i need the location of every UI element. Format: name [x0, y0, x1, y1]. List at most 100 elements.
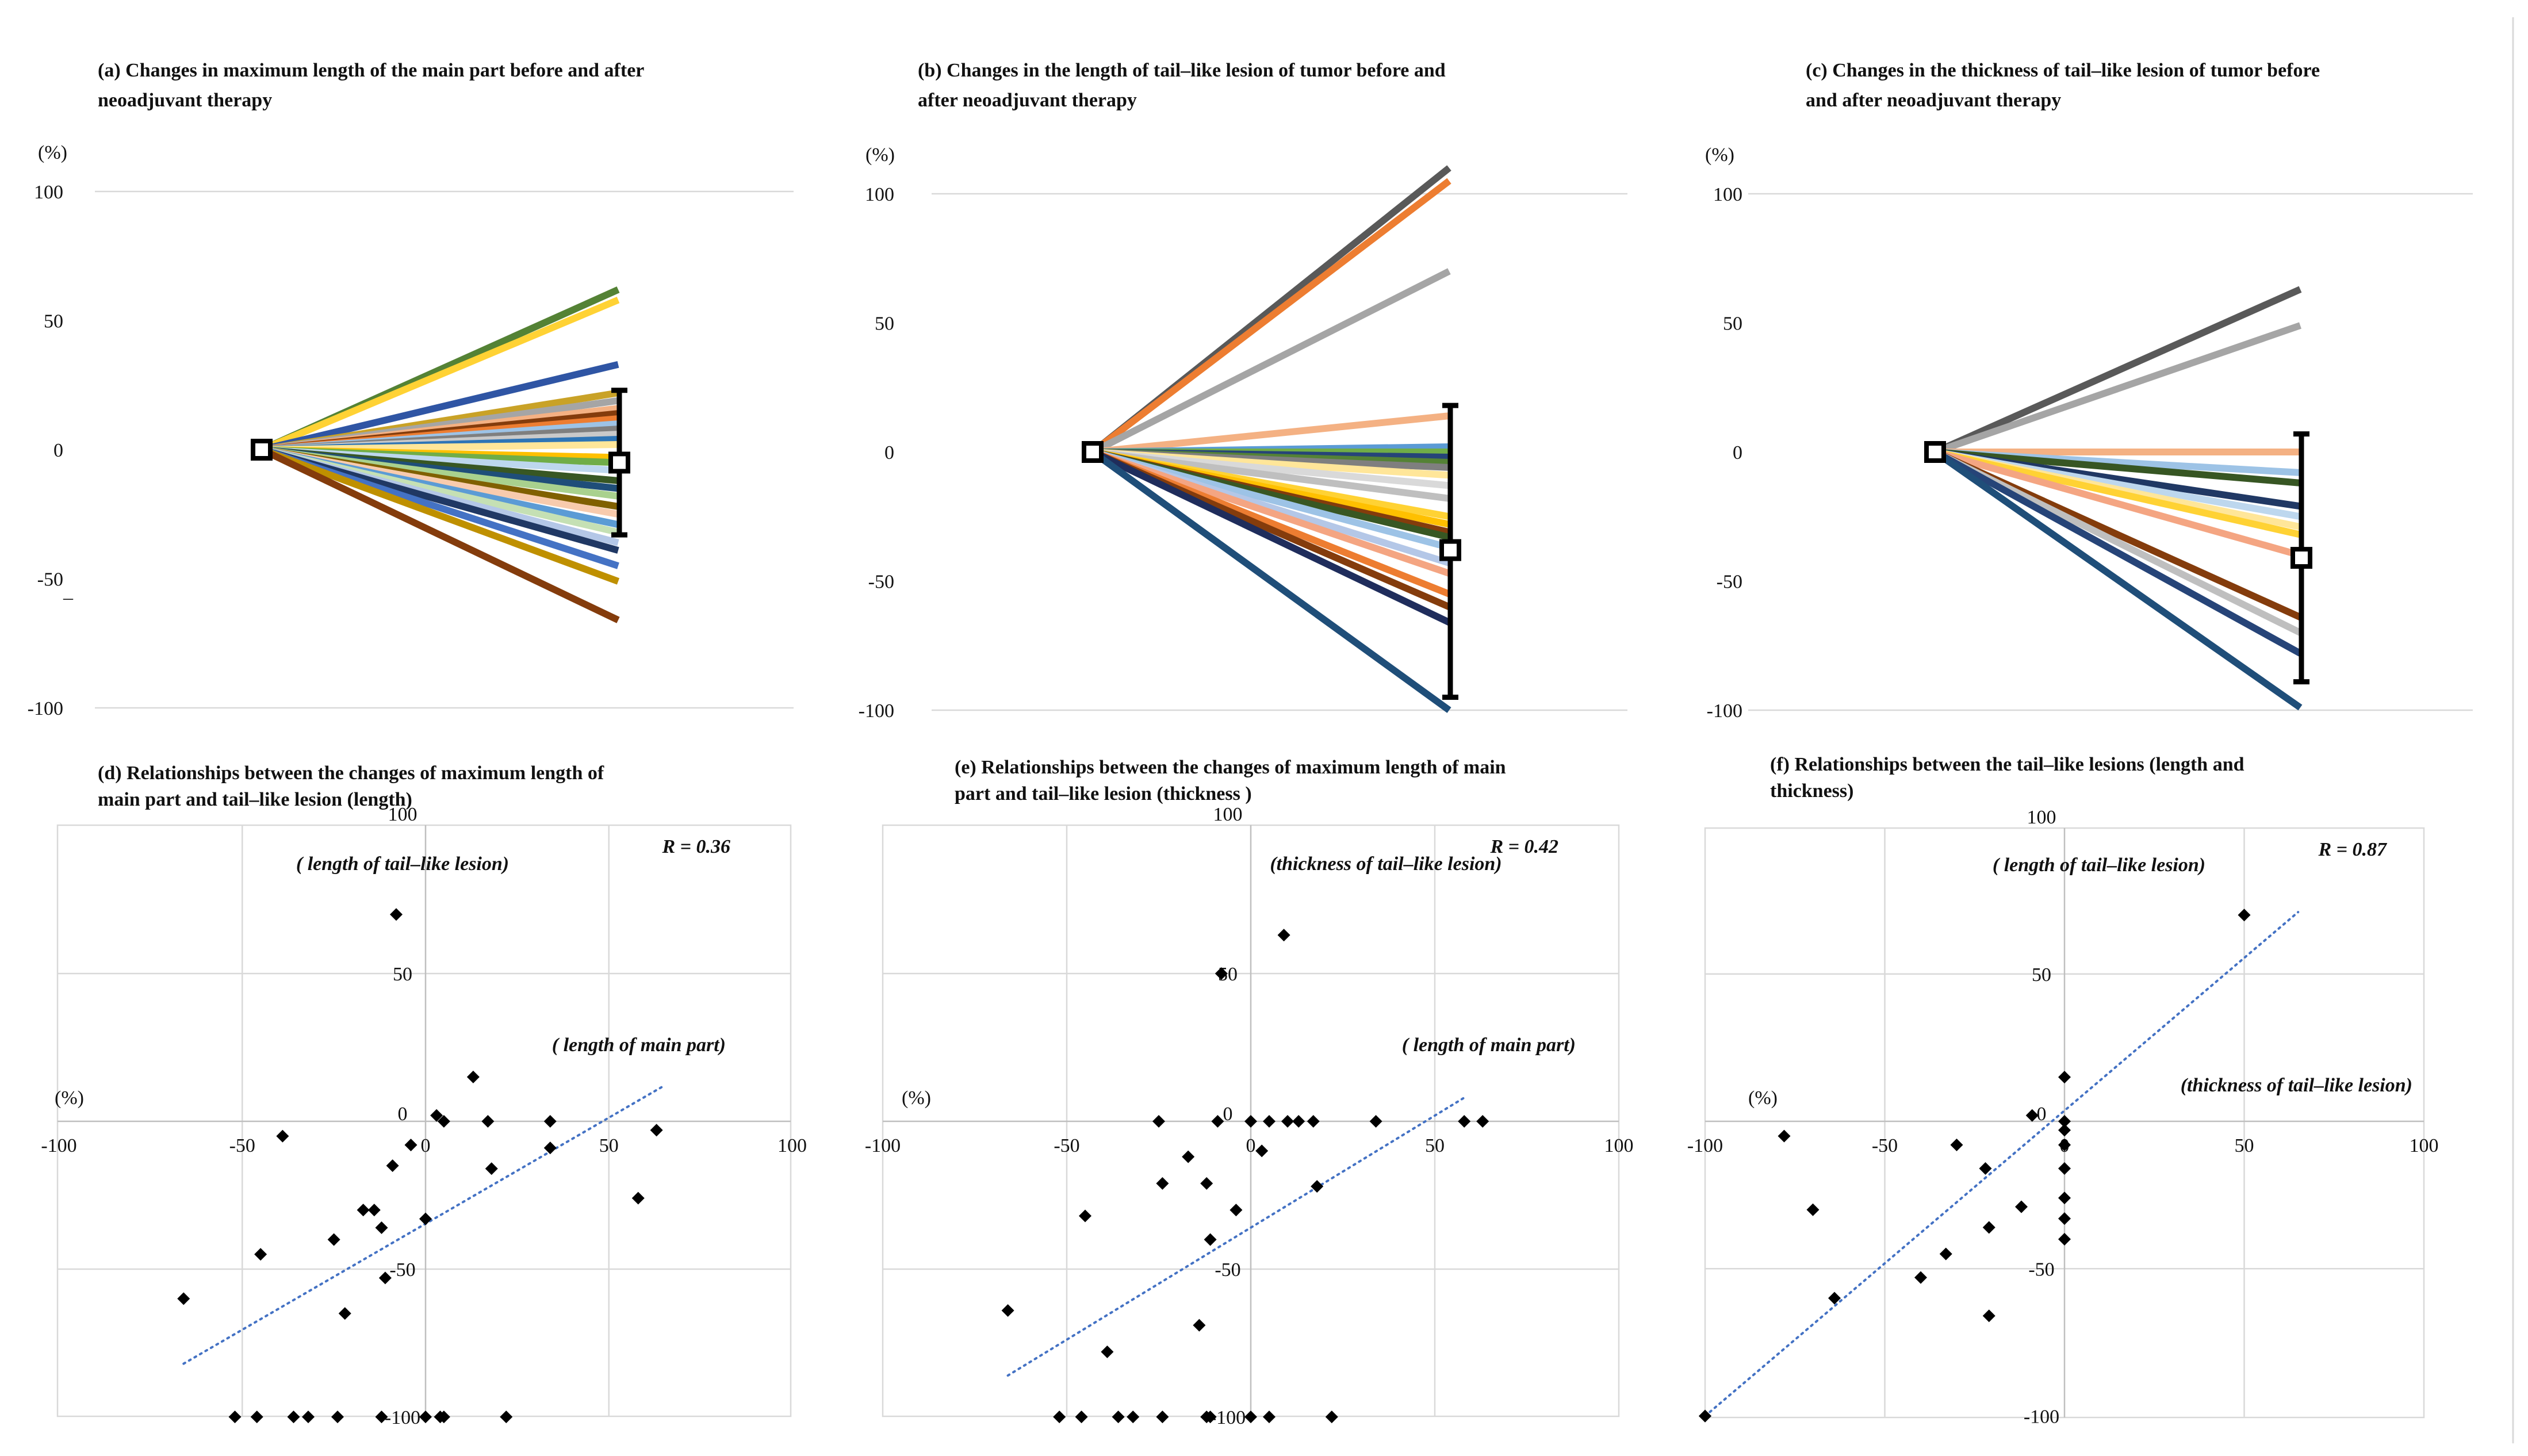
x-axis-label: ( length of main part) [1402, 1034, 1576, 1056]
chart-title-line: (b) Changes in the length of tail–like l… [918, 60, 1446, 81]
y-tick-label: 100 [34, 182, 63, 203]
series-line [1933, 449, 2302, 657]
chart-title-line: after neoadjuvant therapy [918, 90, 1137, 111]
y-tick-label: 100 [1213, 804, 1243, 825]
y-tick-label: -100 [1707, 700, 1742, 722]
y-tick-label: 50 [44, 311, 63, 332]
data-point [2058, 1124, 2071, 1137]
data-point [254, 1248, 267, 1261]
trend-line [1704, 911, 2300, 1417]
data-point [1369, 1115, 1382, 1128]
data-point [543, 1115, 557, 1128]
data-point [1311, 1180, 1324, 1193]
y-tick-label: -100 [2024, 1407, 2059, 1428]
y-tick-label: 50 [875, 313, 894, 335]
data-point [2058, 1233, 2071, 1246]
chart-title-line: and after neoadjuvant therapy [1806, 90, 2061, 111]
x-tick-label: -100 [1687, 1135, 1723, 1156]
x-tick-label: 100 [2410, 1135, 2439, 1156]
chart-title-line: (e) Relationships between the changes of… [955, 757, 1506, 778]
x-tick-label: 50 [2235, 1135, 2254, 1156]
data-point [419, 1212, 432, 1225]
y-tick-label: -100 [1210, 1407, 1246, 1428]
y-tick-label: 100 [2027, 807, 2056, 828]
y-tick-label: 50 [2032, 964, 2051, 986]
data-point [1699, 1409, 1711, 1423]
data-point [1193, 1319, 1206, 1332]
chart-e: (e) Relationships between the changes of… [865, 757, 1634, 1428]
r-value-label: R = 0.87 [2318, 839, 2388, 860]
data-point [1001, 1304, 1014, 1317]
data-point [357, 1204, 370, 1217]
y-tick-label: 100 [1713, 184, 1742, 205]
series-line [1092, 412, 1450, 455]
r-value-label: R = 0.42 [1489, 836, 1558, 857]
series-line [1933, 449, 2303, 711]
data-point [500, 1411, 513, 1423]
x-axis-label: ( length of main part) [552, 1034, 726, 1056]
unit-label: (%) [902, 1087, 931, 1109]
data-point [1939, 1247, 1952, 1260]
data-point [1255, 1144, 1269, 1158]
x-tick-label: 50 [599, 1135, 619, 1156]
data-point [378, 1271, 392, 1285]
series-line [1933, 286, 2302, 455]
y-tick-label: 0 [2037, 1104, 2047, 1125]
unit-label: (%) [1705, 144, 1734, 166]
data-point [2058, 1212, 2071, 1225]
data-point [1101, 1345, 1114, 1358]
data-point [1263, 1115, 1276, 1128]
data-point [1263, 1411, 1276, 1423]
data-point [1204, 1411, 1217, 1423]
data-point [437, 1115, 450, 1128]
data-point [1204, 1233, 1217, 1246]
data-point [481, 1115, 495, 1128]
data-point [631, 1191, 645, 1205]
y-tick-label: -100 [28, 698, 63, 719]
data-point [1277, 929, 1290, 942]
data-point [375, 1221, 388, 1235]
series-line [260, 297, 620, 453]
series-line [1091, 268, 1451, 455]
data-point [543, 1141, 557, 1155]
series-line [1935, 449, 2301, 486]
data-point [1476, 1115, 1489, 1128]
data-point [1127, 1411, 1140, 1423]
y-tick-label: -100 [385, 1407, 420, 1428]
chart-title-line: part and tail–like lesion (thickness ) [955, 783, 1252, 804]
data-point [1079, 1209, 1091, 1223]
y-tick-label: 0 [884, 442, 894, 463]
data-point [404, 1139, 417, 1152]
data-point [1200, 1177, 1213, 1190]
data-point [1211, 1115, 1224, 1128]
y-tick-label: 50 [1723, 313, 1742, 335]
data-point [1458, 1115, 1471, 1128]
data-point [1229, 1204, 1243, 1217]
data-point [466, 1070, 480, 1083]
data-point [2058, 1191, 2071, 1205]
stray-mark: – [63, 587, 74, 608]
y-tick-label: -50 [2028, 1259, 2054, 1280]
y-tick-label: -50 [37, 569, 63, 591]
data-point [485, 1162, 498, 1175]
y-tick-label: -50 [1717, 572, 1742, 593]
data-point [1182, 1150, 1195, 1163]
chart-title-line: main part and tail–like lesion (length) [98, 789, 412, 810]
y-tick-label: -50 [389, 1259, 415, 1281]
data-point [2058, 1162, 2071, 1175]
data-point [1914, 1271, 1927, 1284]
data-point [177, 1292, 190, 1305]
data-point [1828, 1292, 1841, 1305]
mean-marker-before [1082, 441, 1104, 463]
data-point [367, 1204, 381, 1217]
data-point [1075, 1411, 1088, 1423]
x-tick-label: 100 [1604, 1135, 1634, 1156]
x-tick-label: 0 [421, 1135, 431, 1156]
y-tick-label: 100 [865, 184, 894, 205]
data-point [386, 1159, 399, 1173]
y-tick-label: 0 [398, 1104, 408, 1125]
data-point [2238, 909, 2251, 922]
series-line [1090, 449, 1451, 713]
data-point [228, 1411, 242, 1423]
